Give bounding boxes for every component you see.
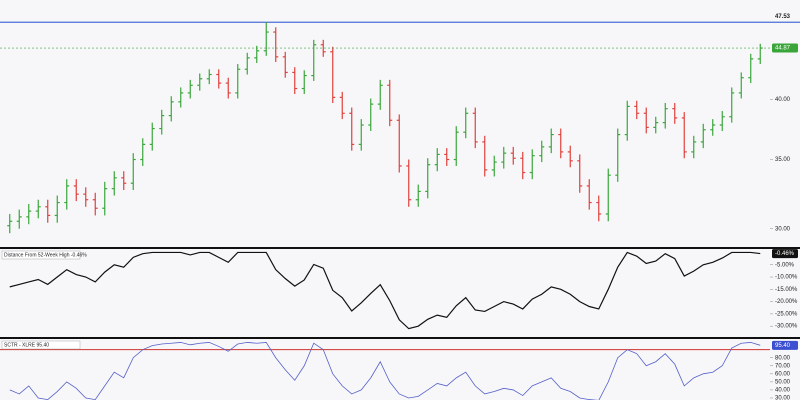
y-tick-label: -5.00% [775,262,795,268]
panel-title: SCTR - XLRE 95.40 [4,342,49,348]
y-tick-label: -10.00% [775,275,798,281]
last-label: 44.87 [775,46,791,52]
last-label: 95.40 [775,343,791,349]
y-tick-label: 40.00 [775,97,791,103]
plot [0,341,770,400]
panel-title-box [1,250,81,260]
y-tick-label: 30.00 [775,226,791,232]
high-label: 47.53 [775,14,791,20]
y-tick-label: 35.00 [775,157,791,163]
y-tick-label: -25.00% [775,311,798,317]
y-tick-label: 80.00 [775,355,791,361]
y-tick-label: 50.00 [775,379,791,385]
plot [9,251,761,330]
last-label: -0.46% [775,251,795,257]
panel-title-box [1,340,81,350]
line [9,251,761,330]
last-box [772,249,798,259]
y-tick-label: 60.00 [775,371,791,377]
panel-title: Distance From 52-Week High -0.46% [4,252,87,258]
y-tick-label: 40.00 [775,388,791,394]
plot [0,21,800,234]
y-tick-label: 30.00 [775,396,791,400]
y-tick-label: 70.00 [775,363,791,369]
line [9,341,761,400]
y-tick-label: -30.00% [775,324,798,330]
last-box [772,340,798,350]
last-box [772,43,798,53]
y-tick-label: -15.00% [775,287,798,293]
y-tick-label: -20.00% [775,299,798,305]
